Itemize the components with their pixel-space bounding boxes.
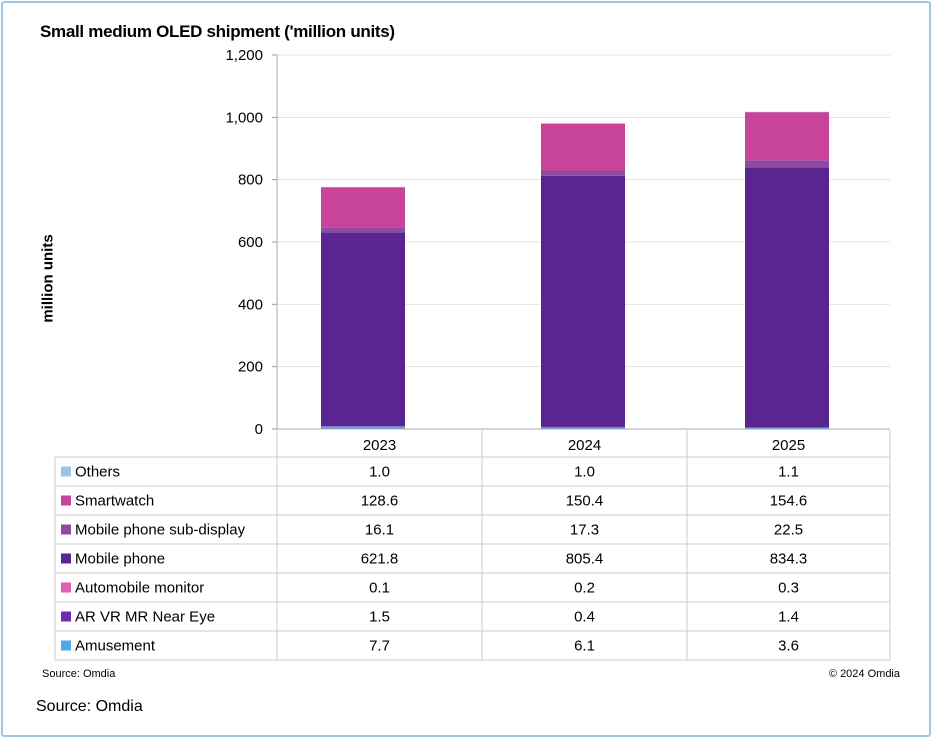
data-value: 3.6 <box>778 638 799 655</box>
data-value: 6.1 <box>574 638 595 655</box>
y-tick-label: 600 <box>238 234 263 251</box>
y-tick-label: 0 <box>255 421 263 438</box>
data-value: 0.3 <box>778 580 799 597</box>
legend-label: Mobile phone <box>75 551 165 568</box>
legend-swatch <box>61 553 71 564</box>
data-value: 0.2 <box>574 580 595 597</box>
bar-segment <box>321 232 405 427</box>
legend-swatch <box>61 524 71 535</box>
data-value: 17.3 <box>570 522 599 539</box>
data-value: 834.3 <box>770 551 808 568</box>
bar-segment <box>321 187 405 228</box>
legend-label: Amusement <box>75 638 156 655</box>
category-label: 2025 <box>772 437 805 454</box>
y-tick-label: 1,000 <box>225 109 263 126</box>
copyright-note: © 2024 Omdia <box>828 668 900 680</box>
data-value: 805.4 <box>566 551 604 568</box>
legend-label: Mobile phone sub-display <box>75 522 246 539</box>
data-value: 1.1 <box>778 464 799 481</box>
bar-segment <box>745 160 829 168</box>
source-caption: Source: Omdia <box>36 698 143 715</box>
bar-segment <box>541 170 625 176</box>
bar-segment <box>541 123 625 171</box>
bar-segment <box>745 427 829 429</box>
bar-segment <box>321 426 405 429</box>
data-value: 0.1 <box>369 580 390 597</box>
data-value: 1.5 <box>369 609 390 626</box>
legend-swatch <box>61 495 71 506</box>
legend-swatch <box>61 582 71 593</box>
data-value: 16.1 <box>365 522 394 539</box>
data-value: 0.4 <box>574 609 595 626</box>
category-label: 2023 <box>363 437 396 454</box>
legend-swatch <box>61 466 71 477</box>
legend-label: Smartwatch <box>75 493 154 510</box>
source-note: Source: Omdia <box>42 668 116 680</box>
data-value: 128.6 <box>361 493 399 510</box>
data-value: 1.4 <box>778 609 799 626</box>
category-label: 2024 <box>568 437 601 454</box>
y-tick-label: 200 <box>238 359 263 376</box>
data-value: 1.0 <box>574 464 595 481</box>
legend-label: Others <box>75 464 120 481</box>
legend-label: AR VR MR Near Eye <box>75 609 215 626</box>
data-value: 1.0 <box>369 464 390 481</box>
bar-segment <box>745 167 829 428</box>
y-tick-label: 800 <box>238 172 263 189</box>
bar-segment <box>541 427 625 429</box>
data-value: 154.6 <box>770 493 808 510</box>
legend-label: Automobile monitor <box>75 580 204 597</box>
legend-swatch <box>61 640 71 651</box>
data-value: 7.7 <box>369 638 390 655</box>
y-tick-label: 1,200 <box>225 47 263 64</box>
data-value: 22.5 <box>774 522 803 539</box>
bar-segment <box>745 112 829 161</box>
legend-swatch <box>61 611 71 622</box>
bar-segment <box>541 175 625 427</box>
data-value: 621.8 <box>361 551 399 568</box>
bar-segment <box>321 227 405 233</box>
y-tick-label: 400 <box>238 296 263 313</box>
data-value: 150.4 <box>566 493 604 510</box>
chart-title: Small medium OLED shipment ('million uni… <box>40 22 395 41</box>
